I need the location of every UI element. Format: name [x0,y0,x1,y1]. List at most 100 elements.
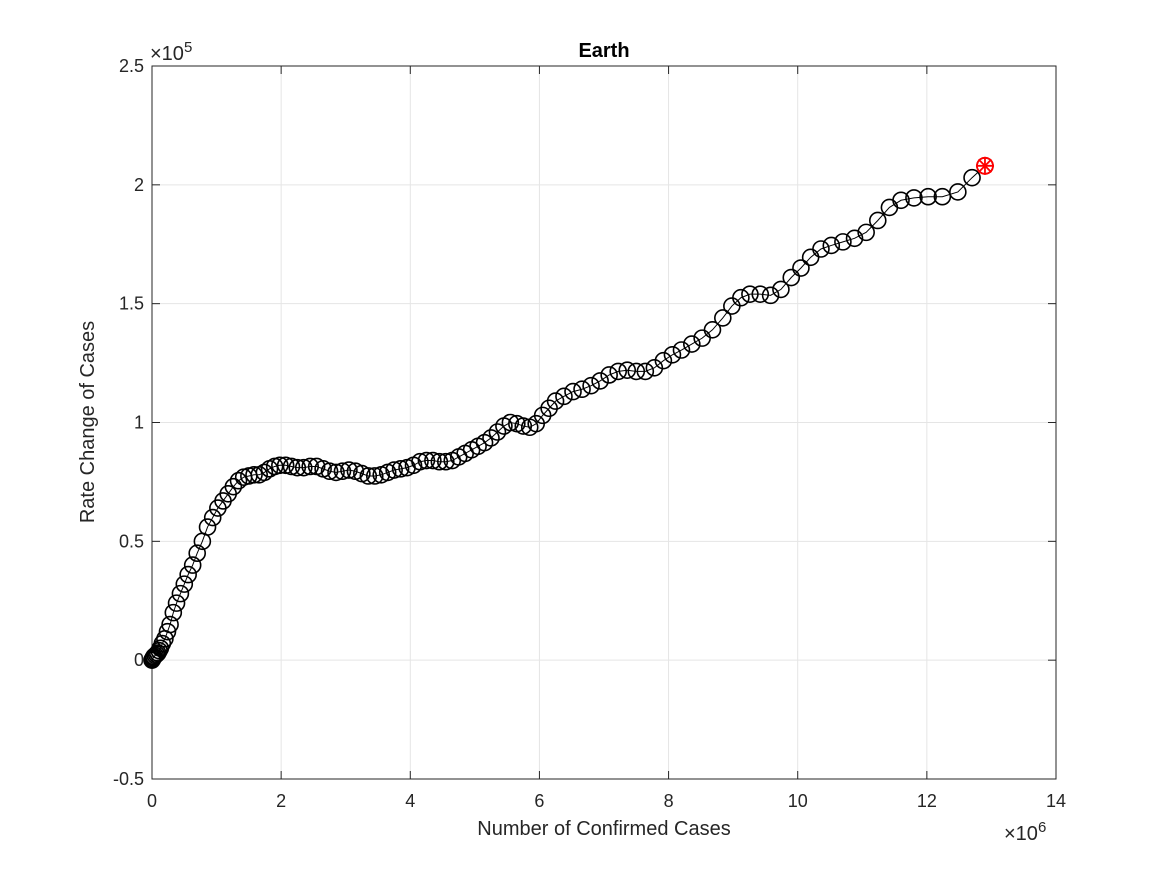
y-tick-label: -0.5 [113,769,144,789]
y-tick-label: 1 [134,413,144,433]
data-point [294,458,313,477]
data-point [482,429,500,447]
data-point [963,168,981,187]
x-axis-exponent: ×106 [1004,819,1046,845]
data-point [582,376,600,395]
x-tick-label: 0 [147,791,157,811]
data-point [636,362,655,381]
data-point [424,451,442,470]
data-point [271,456,289,475]
x-tick-label: 8 [664,791,674,811]
x-tick-label: 2 [276,791,286,811]
data-point [663,345,682,364]
y-axis-label: Rate Change of Cases [77,321,99,523]
data-point [857,223,875,242]
data-point [654,351,673,370]
data-point [183,556,202,574]
data-point [573,380,591,399]
x-tick-label: 10 [788,791,808,811]
data-point [340,461,358,479]
y-tick-label: 2 [134,175,144,195]
data-point [203,508,222,527]
data-point [591,372,609,390]
highlight-point [975,156,994,175]
data-point [411,452,429,471]
x-tick-label: 14 [1046,791,1066,811]
axis-ticks: 0 2 4 6 8 10 12 14-0.500.511.522.5 [113,56,1066,811]
data-point [385,461,403,479]
data-point [288,458,307,477]
data-point [627,362,646,381]
data-point [167,594,186,612]
y-tick-label: 2.5 [119,56,144,76]
data-point [276,456,295,475]
data-point [158,622,177,641]
data-point [282,457,301,476]
chart-title: Earth [578,40,629,62]
data-point [514,417,533,435]
data-point [171,584,190,603]
grid-lines [151,65,1057,780]
data-point [333,462,352,481]
data-point [782,268,801,287]
data-point [609,362,628,381]
data-point [546,392,565,410]
data-point [845,229,864,248]
data-point [436,452,455,471]
data-point [618,361,637,380]
data-point [488,423,507,441]
data-point [245,465,263,484]
data-point [555,387,573,406]
data-point [365,467,384,485]
data-point [751,285,770,303]
data-point [703,321,722,339]
data-point [672,341,691,359]
data-point [164,603,183,622]
y-tick-label: 0 [134,650,144,670]
data-point [683,335,701,353]
data-point [430,452,449,471]
y-tick-label: 1.5 [119,294,144,314]
data-point [892,191,910,210]
data-point [761,286,780,305]
data-point [919,187,937,206]
data-point [198,518,217,536]
data-point [645,359,664,377]
data-point [741,285,759,303]
data-point [564,382,582,401]
data-point [255,463,274,482]
data-point [732,288,750,307]
y-axis-exponent: ×105 [150,39,192,65]
x-tick-label: 4 [405,791,415,811]
data-point [834,233,852,251]
data-point [600,366,618,384]
data-point [391,460,410,478]
data-point [812,240,830,258]
data-point [868,211,887,230]
data-point [501,413,520,432]
data-point [949,183,967,201]
data-point [224,477,243,496]
data-point [905,189,923,207]
x-axis-label: Number of Confirmed Cases [477,818,730,840]
data-point [320,462,339,481]
data-point [175,575,194,593]
data-point [229,471,248,490]
data-series [143,156,994,669]
y-tick-label: 0.5 [119,531,144,551]
data-point [417,451,436,470]
data-point [327,463,345,482]
data-point [792,259,810,277]
highlight-asterisk-stroke [977,158,993,173]
data-point [772,280,790,299]
x-tick-label: 6 [534,791,544,811]
x-tick-label: 12 [917,791,937,811]
data-point [301,457,320,476]
data-point [933,187,952,206]
data-point [188,544,206,563]
data-point [359,467,378,485]
series-line [151,165,986,661]
data-point [161,615,179,634]
data-point [822,236,841,255]
